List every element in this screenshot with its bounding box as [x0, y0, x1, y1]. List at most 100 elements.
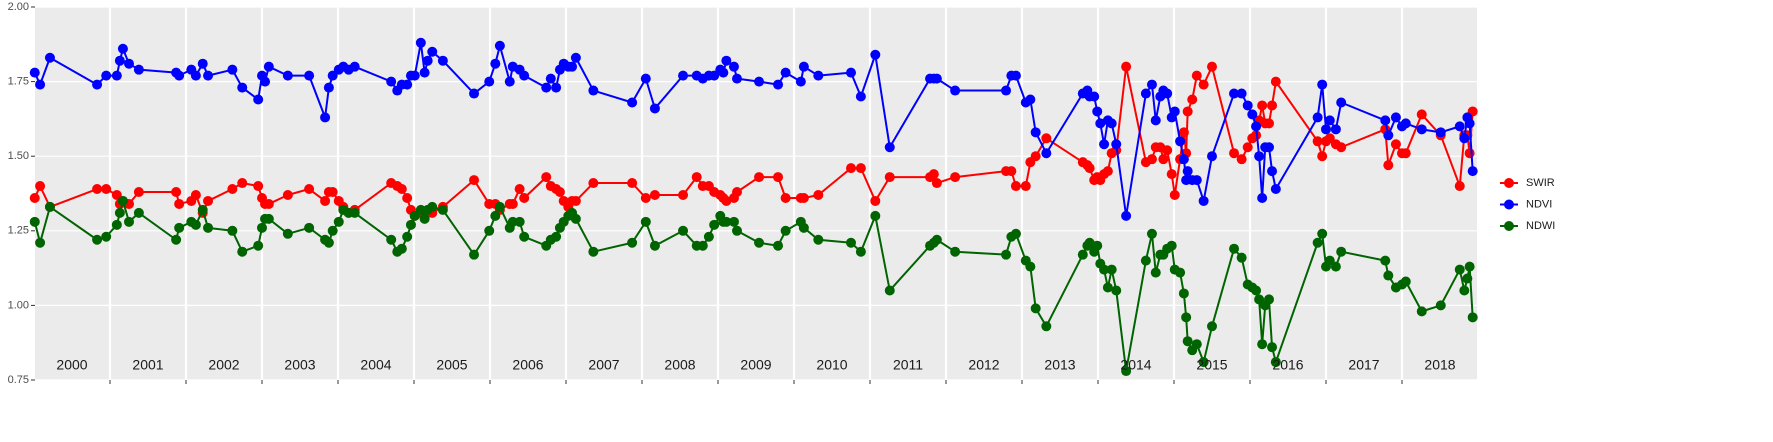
year-label: 2006: [512, 357, 543, 373]
data-point: [263, 61, 274, 72]
marks: [29, 37, 1478, 377]
data-point: [1330, 124, 1341, 135]
data-point: [227, 64, 238, 75]
data-point: [1390, 139, 1401, 150]
data-point: [773, 79, 784, 90]
y-tick-label: 1.00: [8, 299, 29, 311]
data-point: [282, 189, 293, 200]
data-point: [1435, 300, 1446, 311]
data-point: [1236, 154, 1247, 165]
data-point: [1264, 142, 1274, 153]
data-point: [1169, 189, 1180, 200]
data-point: [1140, 255, 1151, 266]
data-point: [1198, 195, 1209, 206]
data-point: [541, 172, 552, 183]
data-point: [197, 58, 208, 69]
data-point: [1236, 252, 1247, 263]
data-point: [1166, 240, 1177, 251]
data-point: [1454, 121, 1465, 132]
legend: SWIR NDVI NDWI: [1500, 177, 1555, 232]
data-point: [190, 219, 201, 230]
data-point: [282, 70, 293, 81]
data-point: [1111, 139, 1122, 150]
data-point: [870, 49, 881, 60]
data-point: [697, 240, 708, 251]
data-point: [1041, 133, 1052, 144]
data-point: [1178, 154, 1189, 165]
data-point: [1464, 261, 1475, 272]
data-point: [253, 240, 264, 251]
data-point: [427, 201, 438, 212]
data-point: [1030, 127, 1041, 138]
data-point: [1162, 145, 1173, 156]
data-point: [437, 204, 448, 215]
data-point: [227, 225, 238, 236]
data-point: [754, 76, 765, 87]
data-point: [1175, 267, 1186, 278]
data-point: [1175, 136, 1186, 147]
data-point: [1383, 160, 1394, 171]
data-point: [1459, 133, 1470, 144]
data-point: [551, 231, 562, 242]
data-point: [570, 213, 581, 224]
data-point: [1146, 154, 1157, 165]
data-point: [327, 187, 338, 198]
data-point: [1182, 106, 1193, 117]
data-point: [1416, 109, 1427, 120]
data-point: [29, 192, 40, 203]
data-point: [237, 178, 248, 189]
data-point: [101, 184, 112, 195]
data-point: [813, 70, 824, 81]
data-point: [494, 201, 505, 212]
data-point: [1462, 273, 1473, 284]
year-label: 2000: [56, 357, 87, 373]
data-point: [1106, 118, 1117, 129]
data-point: [721, 216, 732, 227]
data-point: [721, 55, 732, 66]
data-point: [323, 237, 334, 248]
data-point: [950, 85, 961, 96]
data-point: [1267, 100, 1278, 111]
data-point: [44, 52, 55, 63]
data-point: [1169, 106, 1180, 117]
data-point: [1247, 109, 1258, 120]
data-point: [773, 172, 784, 183]
data-point: [1459, 285, 1470, 296]
data-point: [101, 231, 112, 242]
year-label: 2009: [740, 357, 771, 373]
data-point: [469, 249, 480, 260]
data-point: [1025, 94, 1036, 105]
data-point: [409, 70, 420, 81]
data-point: [1317, 151, 1328, 162]
data-point: [691, 172, 702, 183]
axes: 0.75 1.00 1.25 1.50 1.75 2.00 2000 2001 2002 2003…: [8, 1, 1456, 386]
data-point: [1207, 151, 1217, 162]
data-point: [1198, 357, 1209, 368]
data-point: [732, 187, 742, 198]
data-point: [237, 82, 248, 93]
data-point: [1324, 115, 1335, 126]
data-point: [469, 88, 480, 99]
data-point: [1106, 264, 1117, 275]
data-point: [1182, 336, 1193, 347]
data-point: [798, 192, 809, 203]
data-point: [237, 246, 248, 257]
data-point: [1099, 264, 1110, 275]
data-point: [780, 225, 791, 236]
legend-marker: [1504, 199, 1514, 210]
data-point: [1229, 88, 1240, 99]
data-point: [950, 172, 961, 183]
data-point: [1111, 285, 1122, 296]
data-point: [386, 234, 397, 245]
data-point: [1383, 270, 1394, 281]
data-point: [732, 225, 742, 236]
data-point: [649, 103, 660, 114]
data-point: [1267, 166, 1278, 177]
data-point: [514, 184, 525, 195]
data-point: [386, 76, 397, 87]
data-point: [349, 61, 360, 72]
data-point: [323, 82, 334, 93]
data-point: [798, 222, 809, 233]
data-point: [514, 216, 525, 227]
data-point: [1435, 127, 1446, 138]
